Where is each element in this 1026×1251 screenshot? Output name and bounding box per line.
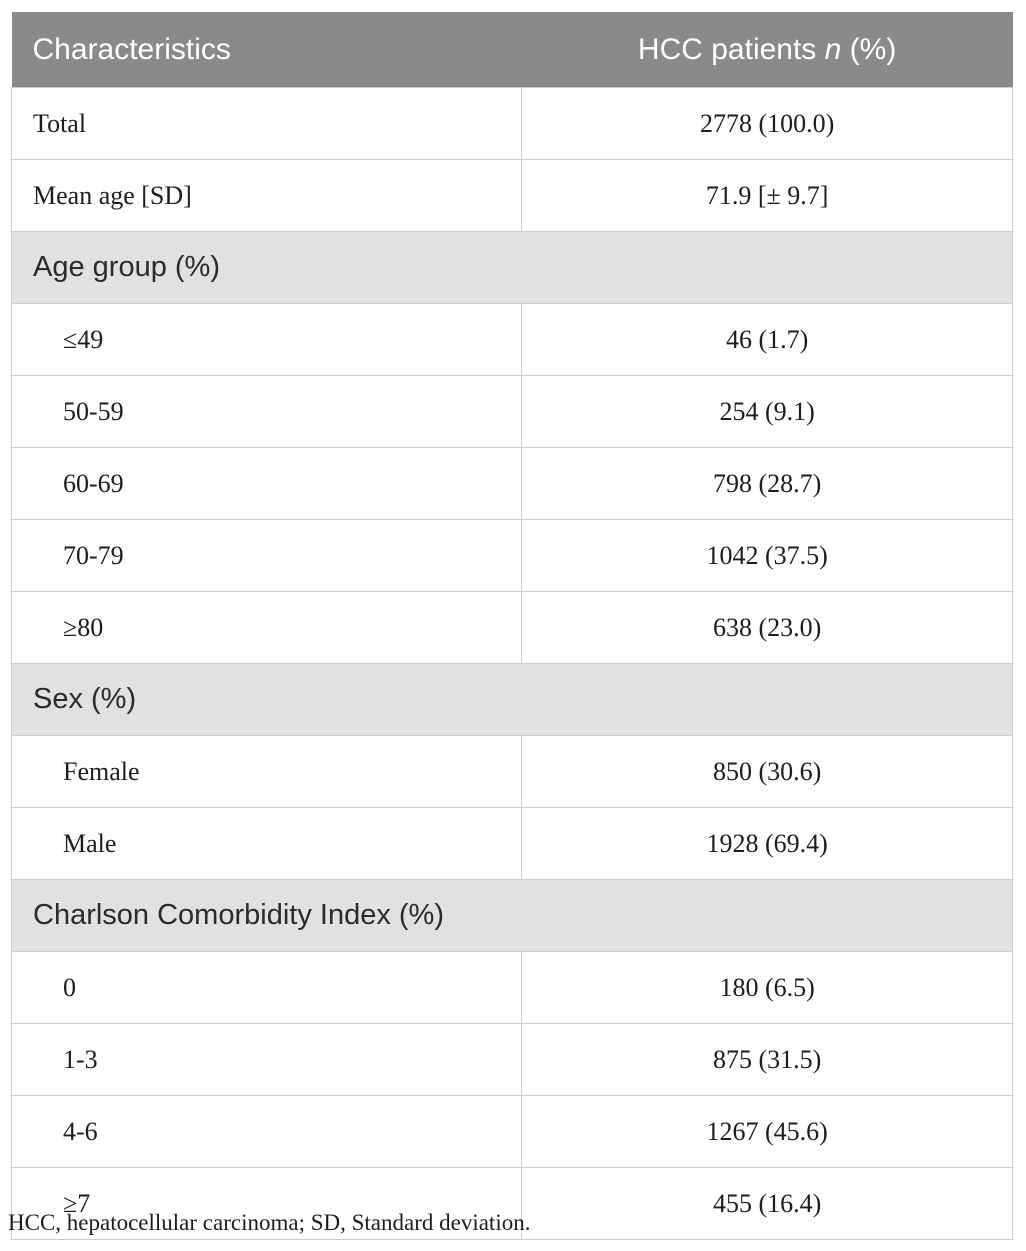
table-row-age-ge80: ≥80 638 (23.0) <box>10 591 1013 664</box>
table-row-cci-4-6: 4-6 1267 (45.6) <box>10 1095 1013 1168</box>
row-label: Male <box>10 807 523 880</box>
table-row-cci-1-3: 1-3 875 (31.5) <box>10 1023 1013 1096</box>
table-row-age-60-69: 60-69 798 (28.7) <box>10 447 1013 520</box>
table-row-age-50-59: 50-59 254 (9.1) <box>10 375 1013 448</box>
row-label: 1-3 <box>10 1023 523 1096</box>
row-label: Female <box>10 735 523 808</box>
table-row-total: Total 2778 (100.0) <box>10 87 1013 160</box>
row-value: 46 (1.7) <box>521 303 1013 376</box>
row-value: 850 (30.6) <box>521 735 1013 808</box>
row-value: 1928 (69.4) <box>521 807 1013 880</box>
row-label: Mean age [SD] <box>10 159 523 232</box>
header-text-suffix: (%) <box>841 32 897 66</box>
row-value: 875 (31.5) <box>521 1023 1013 1096</box>
row-value: 254 (9.1) <box>521 375 1013 448</box>
characteristics-table: Characteristics HCC patients n (%) Total… <box>10 12 1013 1240</box>
row-value: 798 (28.7) <box>521 447 1013 520</box>
row-label: 70-79 <box>10 519 523 592</box>
table-row-male: Male 1928 (69.4) <box>10 807 1013 880</box>
table-row-age-le49: ≤49 46 (1.7) <box>10 303 1013 376</box>
table-row-mean-age: Mean age [SD] 71.9 [± 9.7] <box>10 159 1013 232</box>
row-value: 2778 (100.0) <box>521 87 1013 160</box>
row-label: 50-59 <box>10 375 523 448</box>
table-row-female: Female 850 (30.6) <box>10 735 1013 808</box>
table-header-row: Characteristics HCC patients n (%) <box>11 12 1013 88</box>
header-text-prefix: HCC patients <box>637 32 825 66</box>
row-label: 4-6 <box>10 1095 523 1168</box>
table-row-age-70-79: 70-79 1042 (37.5) <box>10 519 1013 592</box>
row-label: ≤49 <box>10 303 523 376</box>
table-section-charlson-index: Charlson Comorbidity Index (%) <box>11 879 1013 952</box>
row-value: 638 (23.0) <box>521 591 1013 664</box>
header-italic-n: n <box>824 32 842 66</box>
column-header-characteristics: Characteristics <box>11 12 522 88</box>
row-label: Total <box>10 87 523 160</box>
table-section-age-group: Age group (%) <box>11 231 1013 304</box>
row-value: 1267 (45.6) <box>521 1095 1013 1168</box>
section-label: Age group (%) <box>11 231 1013 304</box>
row-label: ≥7 <box>10 1167 523 1240</box>
table-row-cci-0: 0 180 (6.5) <box>10 951 1013 1024</box>
row-value: 180 (6.5) <box>521 951 1013 1024</box>
table-row-cci-ge7: ≥7 455 (16.4) <box>10 1167 1013 1240</box>
table-section-sex: Sex (%) <box>11 663 1013 736</box>
table: Characteristics HCC patients n (%) Total… <box>10 12 1013 1240</box>
row-value: 71.9 [± 9.7] <box>521 159 1013 232</box>
section-label: Sex (%) <box>11 663 1013 736</box>
row-value: 455 (16.4) <box>521 1167 1013 1240</box>
column-header-hcc-patients: HCC patients n (%) <box>521 12 1013 88</box>
table-footnote: HCC, hepatocellular carcinoma; SD, Stand… <box>8 1210 531 1235</box>
row-label: 0 <box>10 951 523 1024</box>
row-label: 60-69 <box>10 447 523 520</box>
row-value: 1042 (37.5) <box>521 519 1013 592</box>
row-label: ≥80 <box>10 591 523 664</box>
section-label: Charlson Comorbidity Index (%) <box>11 879 1013 952</box>
